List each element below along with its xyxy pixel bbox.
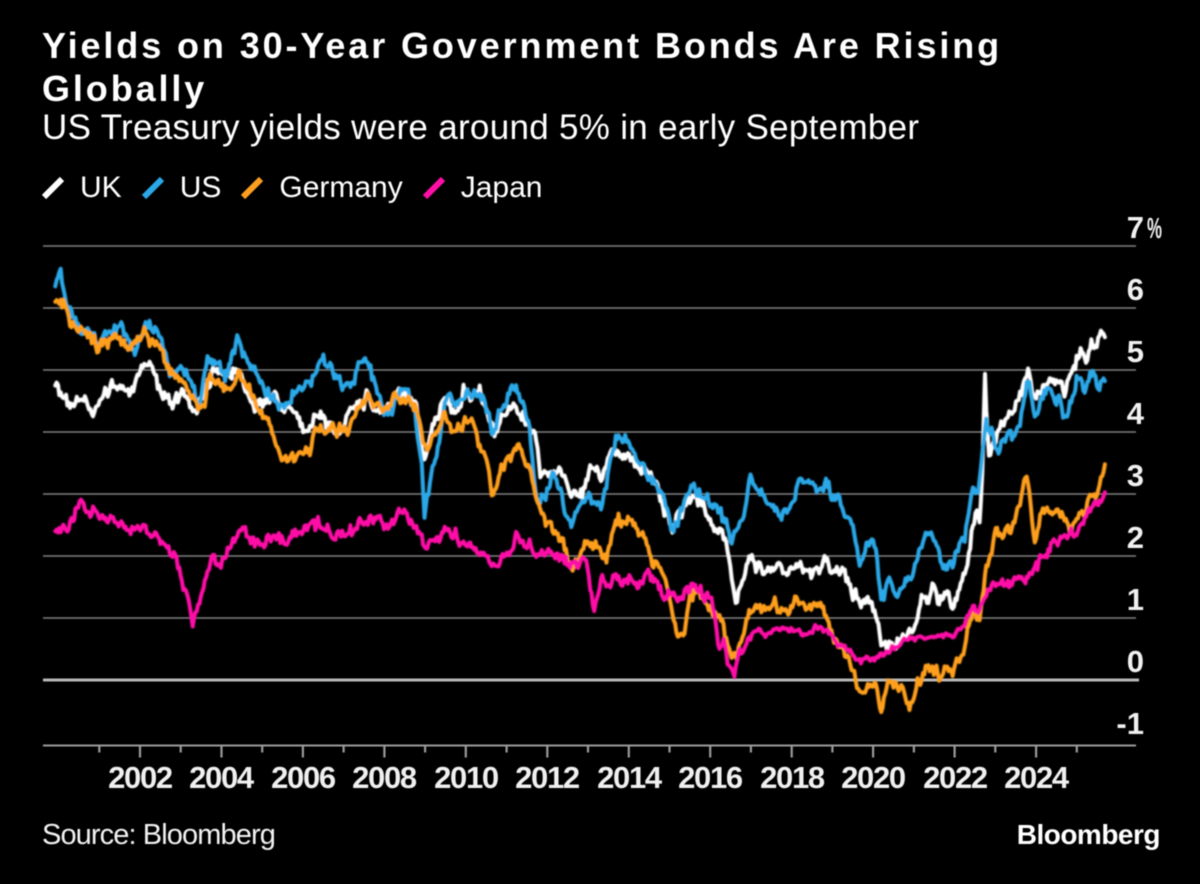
svg-text:2: 2 [1127, 520, 1144, 555]
svg-text:2018: 2018 [760, 760, 825, 795]
svg-text:2010: 2010 [434, 760, 498, 795]
svg-text:-1: -1 [1116, 706, 1144, 741]
svg-text:7: 7 [1127, 210, 1144, 245]
svg-text:1: 1 [1127, 582, 1144, 617]
svg-text:%: % [1147, 213, 1162, 245]
svg-text:0: 0 [1127, 644, 1144, 679]
svg-text:2002: 2002 [108, 760, 172, 795]
svg-text:2024: 2024 [1004, 760, 1070, 795]
svg-text:2016: 2016 [678, 760, 743, 795]
svg-text:3: 3 [1127, 458, 1144, 493]
svg-text:2022: 2022 [923, 760, 987, 795]
svg-text:2008: 2008 [352, 760, 417, 795]
svg-text:2004: 2004 [189, 760, 255, 795]
svg-text:4: 4 [1127, 396, 1145, 431]
svg-text:2006: 2006 [271, 760, 336, 795]
svg-text:5: 5 [1127, 334, 1144, 369]
svg-text:2014: 2014 [597, 760, 663, 795]
svg-text:2020: 2020 [841, 760, 905, 795]
svg-text:6: 6 [1127, 272, 1144, 307]
svg-text:2012: 2012 [515, 760, 579, 795]
